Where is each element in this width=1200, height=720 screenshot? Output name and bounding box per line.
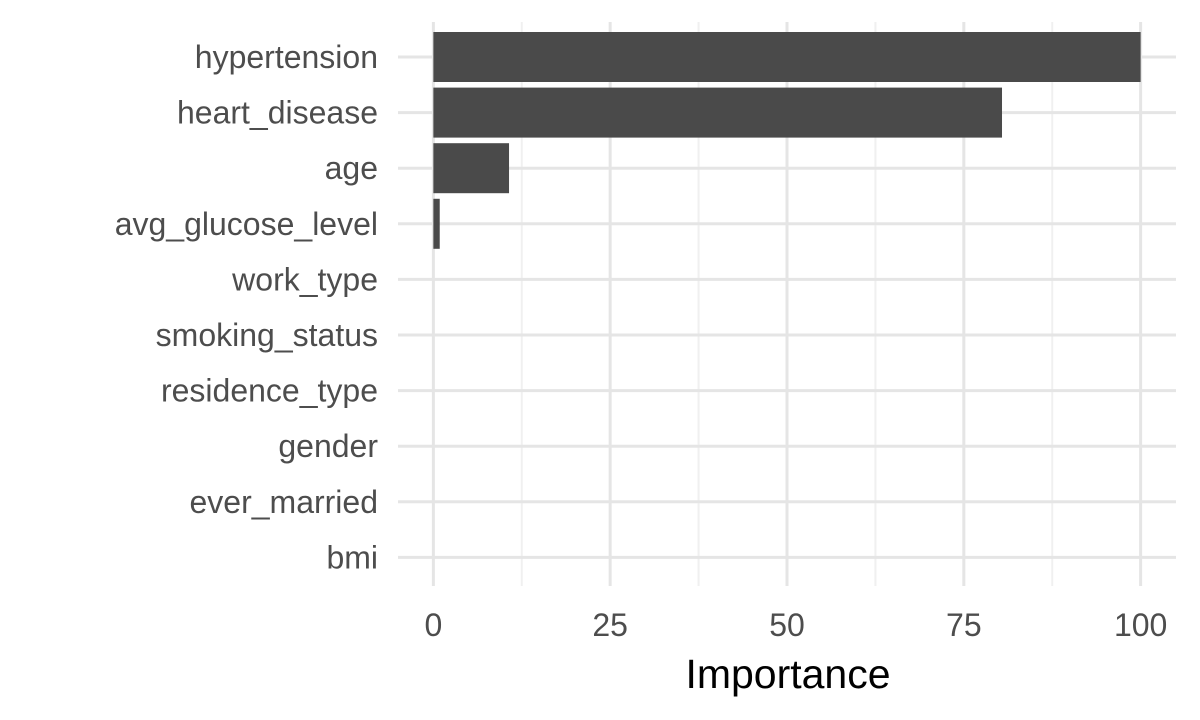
- x-tick-label: 0: [424, 607, 442, 643]
- y-tick-label: gender: [278, 428, 378, 464]
- bar-avg_glucose_level: [433, 198, 440, 249]
- y-tick-label: age: [325, 150, 378, 186]
- bar-age: [433, 143, 510, 194]
- y-tick-label: smoking_status: [156, 317, 378, 353]
- x-tick-label: 75: [946, 607, 982, 643]
- x-tick-label: 100: [1114, 607, 1167, 643]
- y-tick-label: heart_disease: [177, 95, 378, 131]
- y-tick-label: work_type: [231, 261, 378, 297]
- y-tick-label: residence_type: [161, 373, 378, 409]
- bars: [433, 32, 1141, 249]
- bar-hypertension: [433, 32, 1141, 82]
- y-tick-label: bmi: [326, 539, 378, 575]
- x-tick-label: 25: [592, 607, 628, 643]
- x-tick-labels: 0 25 50 75 100: [424, 607, 1167, 643]
- bar-heart_disease: [433, 87, 1003, 138]
- y-tick-label: hypertension: [195, 39, 378, 75]
- x-axis-title: Importance: [685, 651, 890, 697]
- y-tick-label: avg_glucose_level: [115, 206, 378, 242]
- y-tick-label: ever_married: [189, 484, 378, 520]
- x-tick-label: 50: [769, 607, 805, 643]
